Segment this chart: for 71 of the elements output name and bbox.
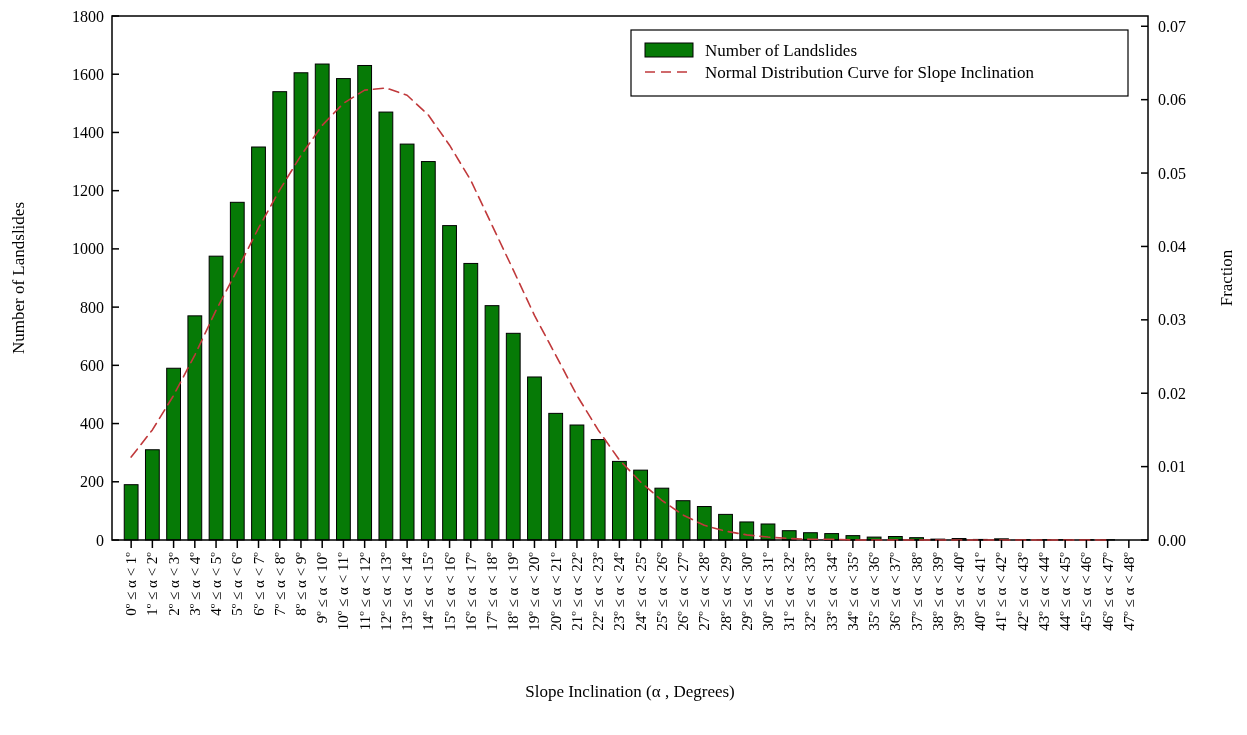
x-tick-label: 26º ≤ α < 27º — [675, 551, 692, 631]
y2-tick-label: 0.02 — [1158, 384, 1186, 402]
y-axis-title: Number of Landslides — [9, 201, 28, 355]
x-tick-label: 4º ≤ α < 5º — [208, 551, 225, 616]
x-tick-label: 34º ≤ α < 35º — [844, 551, 861, 631]
x-tick-label: 19º ≤ α < 20º — [526, 551, 543, 631]
y-tick-label: 600 — [80, 356, 104, 374]
x-tick-label: 32º ≤ α < 33º — [802, 551, 819, 631]
x-tick-label: 12º ≤ α < 13º — [377, 551, 394, 631]
x-tick-label: 44º ≤ α < 45º — [1057, 551, 1074, 631]
x-tick-label: 13º ≤ α < 14º — [399, 551, 416, 631]
y-tick-label: 1800 — [72, 7, 104, 25]
y-tick-label: 1400 — [72, 124, 104, 142]
x-axis-title: Slope Inclination (α , Degrees) — [525, 682, 735, 701]
y2-tick-label: 0.00 — [1158, 531, 1186, 549]
x-tick-label: 5º ≤ α < 6º — [229, 551, 246, 616]
x-tick-label: 21º ≤ α < 22º — [568, 551, 585, 631]
y2-tick-label: 0.03 — [1158, 311, 1186, 329]
y2-tick-label: 0.01 — [1158, 458, 1186, 476]
x-tick-label: 0º ≤ α < 1º — [123, 551, 140, 616]
x-tick-label: 33º ≤ α < 34º — [823, 551, 840, 631]
x-tick-label: 28º ≤ α < 29º — [717, 551, 734, 631]
y2-tick-label: 0.07 — [1158, 17, 1186, 35]
x-tick-label: 20º ≤ α < 21º — [547, 551, 564, 631]
x-tick-label: 31º ≤ α < 32º — [781, 551, 798, 631]
y-tick-label: 1200 — [72, 182, 104, 200]
x-tick-label: 30º ≤ α < 31º — [759, 551, 776, 631]
x-tick-label: 36º ≤ α < 37º — [887, 551, 904, 631]
x-tick-label: 38º ≤ α < 39º — [929, 551, 946, 631]
x-tick-label: 18º ≤ α < 19º — [505, 551, 522, 631]
x-tick-label: 47º ≤ α < 48º — [1120, 551, 1137, 631]
y2-tick-label: 0.06 — [1158, 91, 1186, 109]
x-tick-label: 14º ≤ α < 15º — [420, 551, 437, 631]
x-tick-label: 11º ≤ α < 12º — [356, 551, 373, 631]
legend-label: Number of Landslides — [705, 40, 858, 60]
x-tick-label: 43º ≤ α < 44º — [1035, 551, 1052, 631]
x-tick-label: 7º ≤ α < 8º — [271, 551, 288, 616]
x-tick-label: 37º ≤ α < 38º — [908, 551, 925, 631]
x-tick-label: 8º ≤ α < 9º — [292, 551, 309, 616]
x-tick-label: 27º ≤ α < 28º — [696, 551, 713, 631]
x-tick-label: 25º ≤ α < 26º — [653, 551, 670, 631]
x-tick-label: 15º ≤ α < 16º — [441, 551, 458, 631]
x-tick-label: 10º ≤ α < 11º — [335, 551, 352, 631]
y-tick-label: 400 — [80, 415, 104, 433]
x-tick-label: 35º ≤ α < 36º — [866, 551, 883, 631]
x-tick-label: 23º ≤ α < 24º — [611, 551, 628, 631]
x-tick-label: 29º ≤ α < 30º — [738, 551, 755, 631]
x-tick-label: 39º ≤ α < 40º — [951, 551, 968, 631]
x-tick-label: 40º ≤ α < 41º — [972, 551, 989, 631]
x-tick-label: 42º ≤ α < 43º — [1014, 551, 1031, 631]
x-tick-label: 6º ≤ α < 7º — [250, 551, 267, 616]
x-tick-label: 46º ≤ α < 47º — [1099, 551, 1116, 631]
x-tick-label: 1º ≤ α < 2º — [144, 551, 161, 616]
y-tick-label: 800 — [80, 298, 104, 316]
y-tick-label: 200 — [80, 473, 104, 491]
x-tick-label: 9º ≤ α < 10º — [314, 551, 331, 624]
x-tick-label: 16º ≤ α < 17º — [462, 551, 479, 631]
y2-tick-label: 0.04 — [1158, 238, 1186, 256]
y-tick-label: 0 — [96, 531, 104, 549]
y2-axis-title: Fraction — [1217, 249, 1236, 307]
y2-tick-label: 0.05 — [1158, 164, 1186, 182]
y-tick-label: 1600 — [72, 65, 104, 83]
x-tick-label: 3º ≤ α < 4º — [186, 551, 203, 616]
x-tick-label: 45º ≤ α < 46º — [1078, 551, 1095, 631]
legend-label: Normal Distribution Curve for Slope Inclination — [705, 62, 1035, 82]
y-tick-label: 1000 — [72, 240, 104, 258]
x-tick-label: 24º ≤ α < 25º — [632, 551, 649, 631]
x-tick-label: 22º ≤ α < 23º — [590, 551, 607, 631]
x-tick-label: 2º ≤ α < 3º — [165, 551, 182, 616]
x-tick-label: 41º ≤ α < 42º — [993, 551, 1010, 631]
x-tick-label: 17º ≤ α < 18º — [484, 551, 501, 631]
